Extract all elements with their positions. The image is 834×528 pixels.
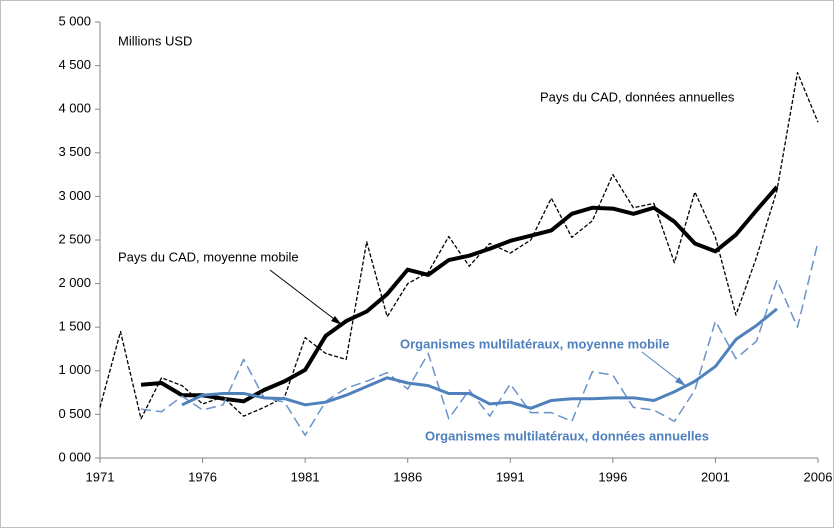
x-tick-label: 1991: [496, 469, 525, 484]
x-tick-label: 1986: [393, 469, 422, 484]
y-tick-label: 0 000: [58, 449, 91, 464]
annotation: Organismes multilatéraux, moyenne mobile: [400, 336, 669, 351]
annotation: Pays du CAD, moyenne mobile: [118, 249, 299, 264]
x-tick-label: 1976: [188, 469, 217, 484]
y-tick-label: 3 500: [58, 144, 91, 159]
y-tick-label: 1 500: [58, 319, 91, 334]
series-line: [140, 185, 779, 404]
x-tick-label: 1996: [598, 469, 627, 484]
series-line: [99, 71, 819, 420]
series-line: [181, 307, 778, 410]
series-line: [140, 241, 819, 437]
annotation: Pays du CAD, données annuelles: [540, 89, 735, 104]
x-tick-label: 1981: [291, 469, 320, 484]
y-tick-label: 5 000: [58, 13, 91, 28]
arrow: [269, 269, 339, 323]
x-tick-label: 1971: [86, 469, 115, 484]
annotation: Millions USD: [118, 33, 192, 48]
annotation: Organismes multilatéraux, données annuel…: [425, 428, 709, 443]
x-tick-label: 2006: [804, 469, 833, 484]
y-tick-label: 2 500: [58, 231, 91, 246]
arrowhead: [675, 377, 686, 386]
y-tick-label: 4 000: [58, 101, 91, 116]
x-tick-label: 2001: [701, 469, 730, 484]
y-tick-label: 1 000: [58, 362, 91, 377]
y-tick-label: 0 500: [58, 406, 91, 421]
arrow: [641, 351, 683, 384]
arrowhead: [331, 316, 342, 325]
y-tick-label: 3 000: [58, 188, 91, 203]
y-tick-label: 2 000: [58, 275, 91, 290]
y-tick-label: 4 500: [58, 57, 91, 72]
